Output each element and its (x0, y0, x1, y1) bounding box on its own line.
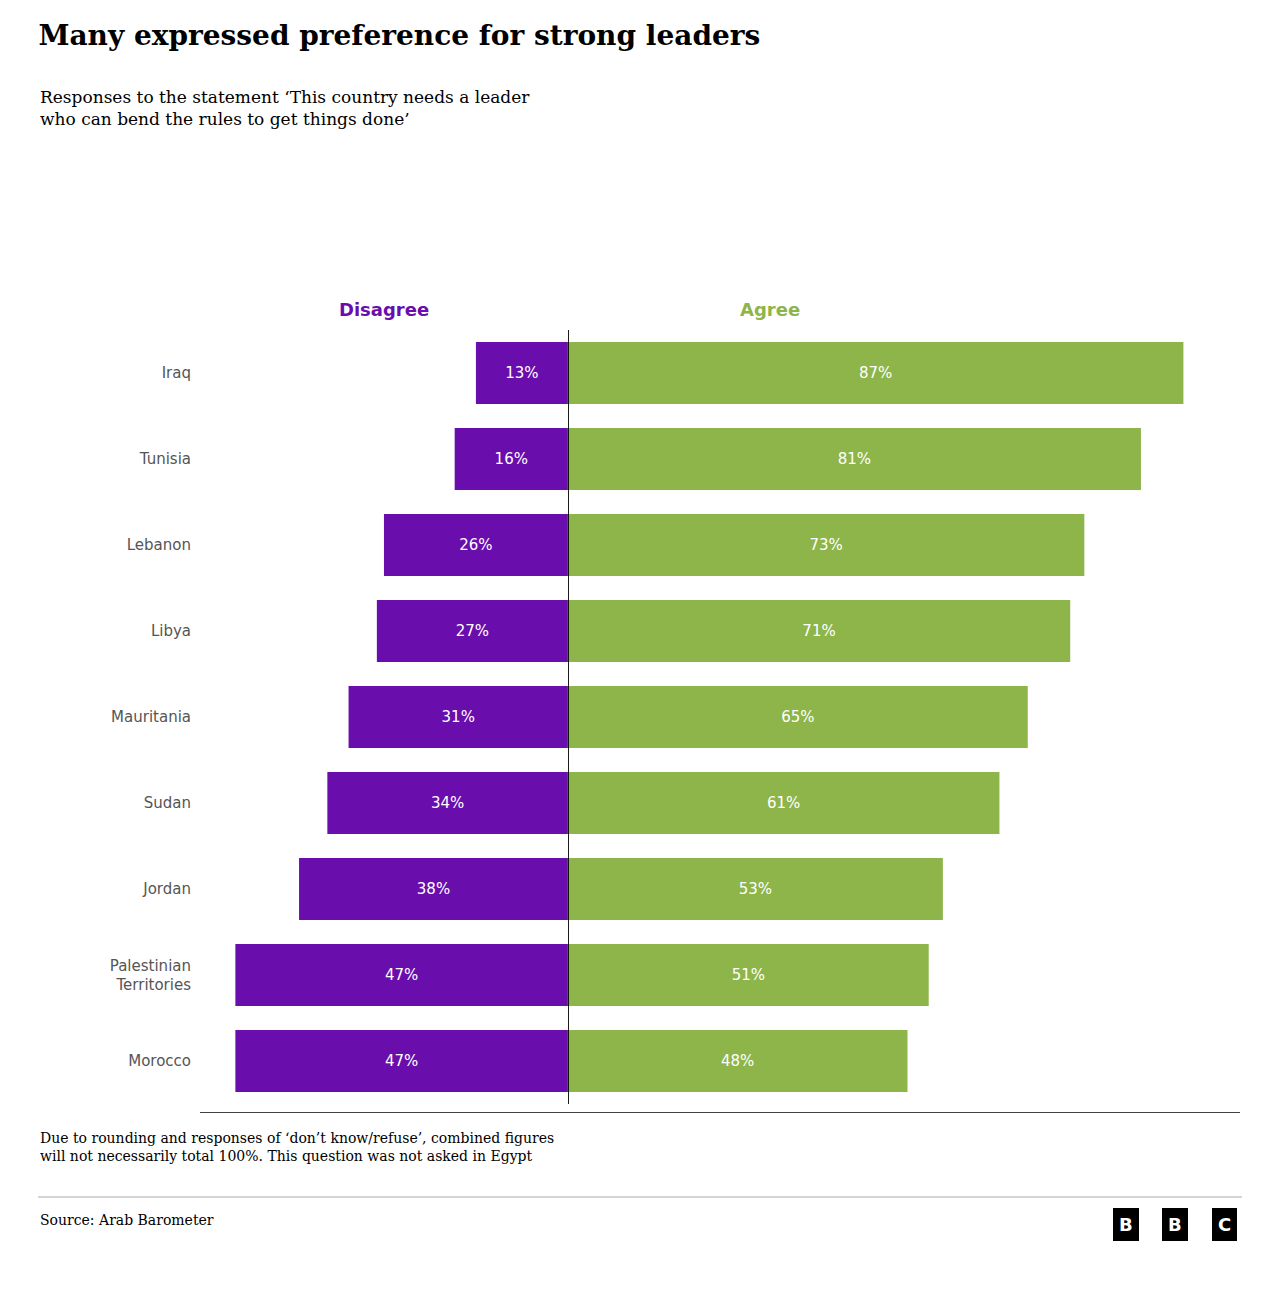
svg-text:B: B (1119, 1214, 1133, 1235)
svg-text:61%: 61% (767, 794, 800, 812)
svg-text:Jordan: Jordan (142, 880, 191, 898)
svg-text:Libya: Libya (151, 622, 191, 640)
svg-text:Lebanon: Lebanon (127, 536, 191, 554)
svg-text:Morocco: Morocco (128, 1052, 191, 1070)
svg-text:Mauritania: Mauritania (111, 708, 191, 726)
svg-text:C: C (1218, 1214, 1231, 1235)
svg-text:81%: 81% (838, 450, 871, 468)
svg-text:47%: 47% (385, 1052, 418, 1070)
svg-text:Source: Arab Barometer: Source: Arab Barometer (40, 1212, 214, 1228)
svg-text:73%: 73% (809, 536, 842, 554)
svg-text:Due to rounding and responses: Due to rounding and responses of ‘don’t … (40, 1130, 554, 1164)
svg-text:Disagree: Disagree (339, 299, 429, 320)
svg-text:13%: 13% (505, 364, 538, 382)
svg-text:27%: 27% (456, 622, 489, 640)
svg-text:71%: 71% (802, 622, 835, 640)
svg-text:26%: 26% (459, 536, 492, 554)
svg-text:87%: 87% (859, 364, 892, 382)
svg-text:47%: 47% (385, 966, 418, 984)
svg-text:65%: 65% (781, 708, 814, 726)
svg-text:Iraq: Iraq (162, 364, 191, 382)
svg-text:31%: 31% (442, 708, 475, 726)
svg-text:34%: 34% (431, 794, 464, 812)
svg-text:Agree: Agree (740, 299, 800, 320)
svg-text:PalestinianTerritories: PalestinianTerritories (110, 957, 191, 995)
svg-text:51%: 51% (732, 966, 765, 984)
svg-text:Many expressed preference for: Many expressed preference for strong lea… (38, 19, 760, 52)
svg-text:53%: 53% (739, 880, 772, 898)
svg-text:48%: 48% (721, 1052, 754, 1070)
svg-text:B: B (1168, 1214, 1182, 1235)
svg-text:Tunisia: Tunisia (139, 450, 191, 468)
svg-text:Responses to the statement ‘Th: Responses to the statement ‘This country… (40, 87, 530, 129)
svg-text:Sudan: Sudan (144, 794, 191, 812)
svg-text:16%: 16% (495, 450, 528, 468)
svg-text:38%: 38% (417, 880, 450, 898)
